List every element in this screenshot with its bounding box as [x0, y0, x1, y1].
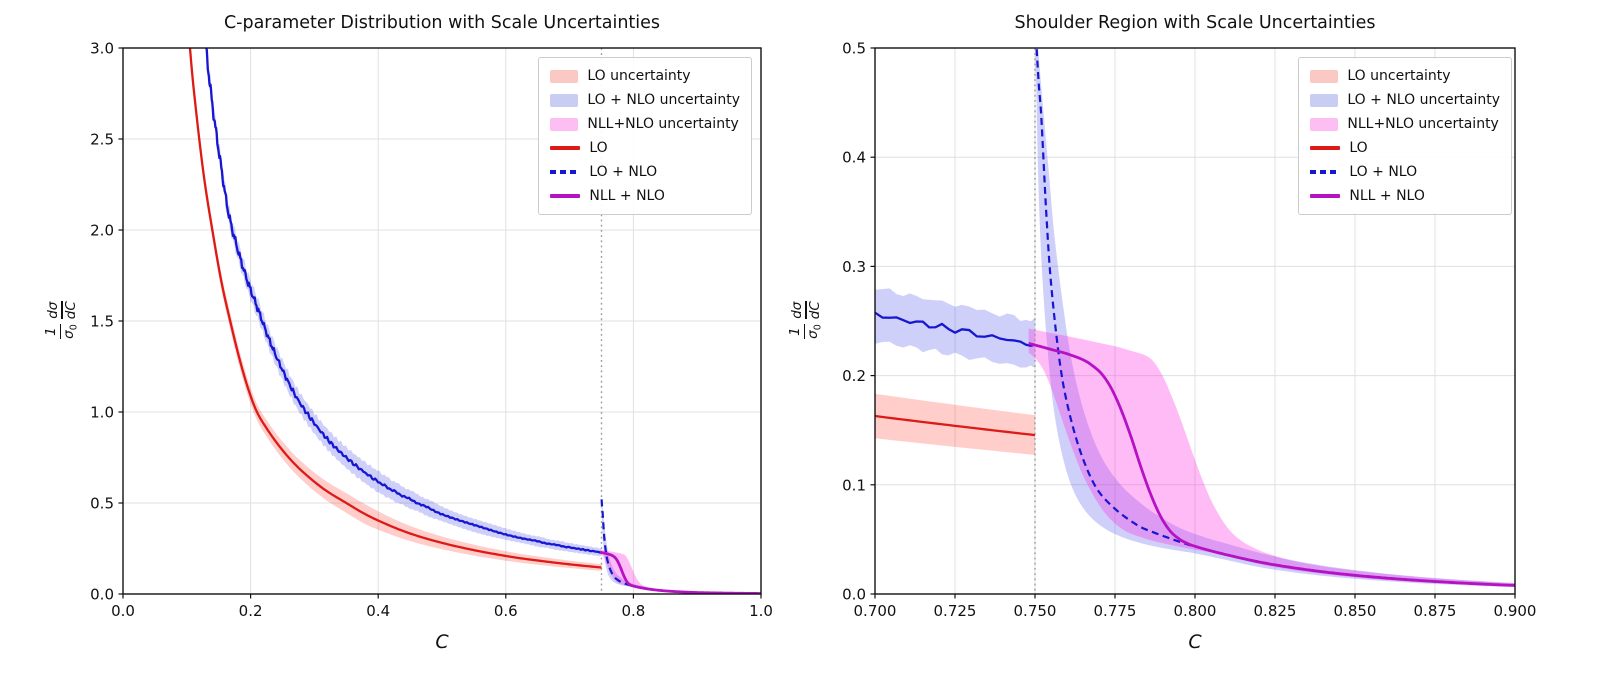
fraction-dsigma-dC: dσ dC [45, 301, 79, 320]
lo-line [188, 48, 602, 569]
y-tick-label: 0.2 [842, 367, 866, 385]
y-tick-label: 2.0 [90, 222, 114, 240]
legend-item: NLL+NLO uncertainty [1310, 114, 1500, 134]
legend-swatch-patch-icon [550, 117, 579, 131]
lo-nlo-line [205, 48, 602, 554]
x-tick-label: 0.4 [366, 602, 390, 620]
legend-swatch-patch-icon [1310, 117, 1339, 131]
legend-item: LO uncertainty [550, 66, 740, 86]
legend-item: LO [1310, 138, 1500, 158]
nll-nlo-uncertainty-band [1028, 328, 1515, 587]
legend-label: LO + NLO [1349, 164, 1418, 180]
y-tick-label: 0.0 [90, 586, 114, 604]
x-tick-label: 1.0 [749, 602, 773, 620]
y-tick-label: 0.4 [842, 149, 866, 167]
legend-item: LO [550, 138, 740, 158]
y-tick-label: 0.0 [842, 586, 866, 604]
legend-item: LO + NLO uncertainty [550, 90, 740, 110]
x-tick-label: 0.750 [1014, 602, 1057, 620]
legend-item: NLL + NLO [550, 186, 740, 206]
legend-item: LO uncertainty [1310, 66, 1500, 86]
legend-label: LO + NLO uncertainty [1347, 92, 1500, 108]
legend-swatch-line-icon [550, 194, 581, 198]
data-layer [188, 48, 761, 594]
lo-nlo-post-shoulder-line [600, 498, 761, 594]
y-tick-label: 1.5 [90, 313, 114, 331]
x-tick-label: 0.0 [111, 602, 135, 620]
legend-swatch-patch-icon [550, 93, 579, 107]
right-legend: LO uncertainty LO + NLO uncertainty NLL+NL… [1298, 57, 1512, 215]
tick-layer: 0.700 0.725 0.750 0.775 0.800 0.825 0.850 0.875… [842, 40, 1536, 621]
left-y-axis-label: 1 σ0 dσ dC [27, 265, 97, 375]
legend-swatch-line-icon [1310, 194, 1341, 198]
left-legend: LO uncertainty LO + NLO uncertainty NLL+NL… [538, 57, 752, 215]
lo-nlo-uncertainty-band [875, 288, 1035, 368]
legend-label: NLL+NLO uncertainty [1347, 116, 1499, 132]
left-plot-title: C-parameter Distribution with Scale Unce… [223, 13, 661, 33]
tick-layer: 0.0 0.2 0.4 0.6 0.8 1.0 0.0 0.5 1.0 1.5 2.0 2.5 3.0 [90, 40, 773, 621]
legend-label: LO [589, 140, 608, 156]
fraction-one-over-sigma0: 1 σ0 [43, 324, 80, 339]
legend-swatch-patch-icon [1310, 69, 1339, 83]
nll-nlo-uncertainty-band [600, 549, 761, 594]
data-layer [875, 48, 1515, 594]
legend-item: LO + NLO [1310, 162, 1500, 182]
right-x-axis-label: C [1188, 631, 1202, 653]
x-tick-label: 0.8 [621, 602, 645, 620]
legend-item: LO + NLO [550, 162, 740, 182]
nll-nlo-line [598, 550, 761, 594]
x-tick-label: 0.850 [1334, 602, 1377, 620]
x-tick-label: 0.725 [934, 602, 977, 620]
legend-label: NLL+NLO uncertainty [587, 116, 739, 132]
legend-item: LO + NLO uncertainty [1310, 90, 1500, 110]
x-tick-label: 0.700 [854, 602, 897, 620]
legend-swatch-patch-icon [550, 69, 579, 83]
legend-swatch-patch-icon [1310, 93, 1339, 107]
legend-swatch-line-icon [1310, 146, 1341, 150]
x-tick-label: 0.900 [1494, 602, 1537, 620]
lo-uncertainty-band [875, 393, 1035, 455]
grid [122, 47, 762, 595]
fraction-dsigma-dC: dσ dC [789, 301, 823, 320]
legend-item: NLL+NLO uncertainty [550, 114, 740, 134]
x-tick-label: 0.800 [1174, 602, 1217, 620]
right-y-axis-label: 1 σ0 dσ dC [771, 265, 841, 375]
y-tick-label: 3.0 [90, 40, 114, 58]
right-plot-title: Shoulder Region with Scale Uncertainties [1014, 13, 1376, 33]
legend-swatch-dashed-icon [550, 170, 581, 174]
y-tick-label: 2.5 [90, 131, 114, 149]
legend-label: LO uncertainty [587, 68, 691, 84]
x-tick-label: 0.825 [1254, 602, 1297, 620]
y-tick-label: 1.0 [90, 404, 114, 422]
legend-swatch-line-icon [550, 146, 581, 150]
x-tick-label: 0.6 [494, 602, 518, 620]
legend-label: LO + NLO uncertainty [587, 92, 740, 108]
legend-item: NLL + NLO [1310, 186, 1500, 206]
x-tick-label: 0.2 [239, 602, 263, 620]
fraction-one-over-sigma0: 1 σ0 [787, 324, 824, 339]
legend-label: NLL + NLO [1349, 188, 1425, 204]
y-tick-label: 0.5 [90, 495, 114, 513]
x-tick-label: 0.775 [1094, 602, 1137, 620]
y-tick-label: 0.3 [842, 258, 866, 276]
y-tick-label: 0.5 [842, 40, 866, 58]
nll-nlo-line [1027, 342, 1515, 587]
legend-label: LO + NLO [589, 164, 658, 180]
legend-swatch-dashed-icon [1310, 170, 1341, 174]
y-tick-label: 0.1 [842, 476, 866, 494]
x-tick-label: 0.875 [1414, 602, 1457, 620]
left-x-axis-label: C [435, 631, 449, 653]
legend-label: LO [1349, 140, 1368, 156]
legend-label: NLL + NLO [589, 188, 665, 204]
legend-label: LO uncertainty [1347, 68, 1451, 84]
